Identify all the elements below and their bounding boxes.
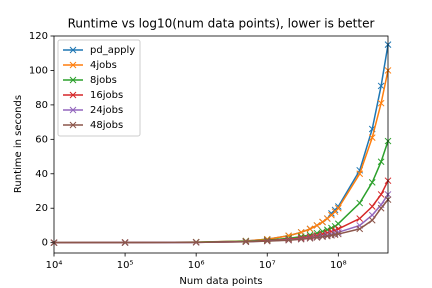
legend-marker [69,46,77,54]
data-point [356,199,364,207]
data-point [377,158,385,166]
chart-title: Runtime vs log10(num data points), lower… [68,17,375,31]
y-tick-label: 120 [29,31,48,42]
data-point [319,218,326,226]
data-point [368,134,376,141]
legend-marker [69,121,77,129]
data-point [334,220,342,228]
data-point [377,82,385,90]
legend-marker [69,76,77,84]
legend-marker [69,61,77,69]
data-point [356,225,364,233]
data-point [297,235,305,243]
data-point [368,216,376,224]
x-axis-label: Num data points [179,276,262,287]
data-point [242,238,250,246]
x-tick-label: 10⁶ [188,260,205,271]
data-point [313,234,321,241]
data-point [356,170,364,178]
data-point [285,236,292,244]
legend-marker [69,91,77,99]
legend-box [57,39,141,137]
data-point [368,203,376,210]
legend-label: 24jobs [90,105,123,116]
data-point [334,230,342,238]
data-point [377,191,385,198]
legend-label: 4jobs [90,60,117,71]
y-tick-label: 100 [29,65,48,76]
data-point [192,238,200,246]
y-tick-label: 0 [42,238,48,249]
data-point [121,239,129,246]
data-point [313,222,321,229]
legend-label: 48jobs [90,120,123,131]
data-point [306,235,314,242]
legend-label: 8jobs [90,75,117,86]
data-point [368,179,376,186]
data-point [377,204,385,212]
y-tick-label: 20 [35,203,48,214]
x-tick-label: 10⁷ [259,260,276,271]
legend-label: 16jobs [90,90,123,101]
y-tick-label: 40 [35,169,48,180]
y-axis-label: Runtime in seconds [13,95,24,193]
data-point [377,99,385,107]
legend-label: pd_apply [90,45,135,56]
plot-frame [53,35,389,254]
data-point [356,215,364,222]
y-tick-label: 60 [35,134,48,145]
data-point [263,237,271,245]
y-tick-label: 80 [35,100,48,111]
x-tick-label: 10⁴ [46,260,63,271]
data-point [306,225,314,233]
x-tick-label: 10⁸ [330,260,347,271]
data-point [334,204,342,212]
x-tick-label: 10⁵ [117,260,134,271]
legend-marker [69,106,77,114]
